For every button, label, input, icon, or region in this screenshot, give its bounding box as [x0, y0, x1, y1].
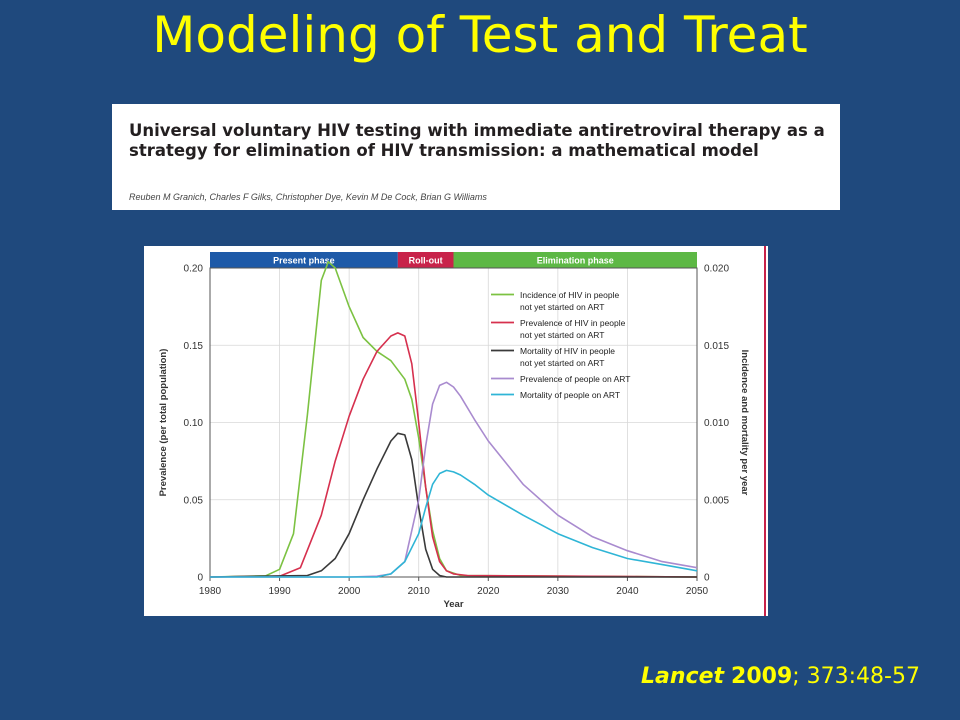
x-tick-label: 2040: [616, 586, 639, 597]
series-line-2: [209, 432, 697, 578]
slide-title: Modeling of Test and Treat: [152, 6, 808, 64]
legend-label-1: not yet started on ART: [520, 330, 604, 340]
x-tick-label: 2030: [547, 586, 570, 597]
y-left-tick-label: 0.10: [184, 418, 204, 429]
legend-label-3: Prevalence of people on ART: [520, 374, 630, 384]
citation-rest: ; 373:48-57: [792, 664, 920, 689]
y-left-tick-label: 0.20: [184, 264, 204, 275]
y-left-axis-label: Prevalence (per total population): [158, 349, 169, 497]
citation-journal: Lancet: [641, 664, 725, 689]
legend-label-0: Incidence of HIV in people: [520, 290, 620, 300]
x-tick-label: 2000: [338, 586, 361, 597]
y-right-tick-label: 0.005: [704, 495, 729, 506]
phase-label-1: Roll-out: [409, 256, 443, 266]
phase-label-2: Elimination phase: [537, 256, 614, 266]
y-left-tick-label: 0: [197, 573, 203, 584]
legend-label-2: Mortality of HIV in people: [520, 346, 615, 356]
x-tick-label: 2010: [408, 586, 431, 597]
phase-bar-1: [397, 252, 454, 268]
line-chart: Present phase Roll-out Elimination phase 19…: [158, 246, 766, 616]
chart-panel: Present phase Roll-out Elimination phase 19…: [144, 246, 768, 616]
citation: Lancet 2009; 373:48-57: [641, 664, 920, 689]
phase-label-0: Present phase: [273, 256, 335, 266]
y-right-tick-label: 0.010: [704, 418, 729, 429]
x-tick-label: 1990: [268, 586, 291, 597]
y-right-axis-label: Incidence and mortality per year: [739, 350, 750, 496]
y-left-tick-label: 0.15: [184, 341, 204, 352]
citation-year: 2009: [731, 664, 793, 689]
y-right-tick-label: 0.015: [704, 341, 729, 352]
legend-label-1: Prevalence of HIV in people: [520, 318, 626, 328]
series-line-1: [209, 332, 698, 578]
y-right-tick-label: 0: [704, 573, 710, 584]
y-left-tick-label: 0.05: [184, 495, 204, 506]
paper-header-image: Universal voluntary HIV testing with imm…: [112, 104, 840, 210]
x-tick-label: 1980: [199, 586, 222, 597]
phase-bar-2: [453, 252, 697, 268]
y-right-tick-label: 0.020: [704, 264, 729, 275]
legend-label-4: Mortality of people on ART: [520, 390, 620, 400]
x-tick-label: 2020: [477, 586, 500, 597]
series-line-0: [209, 261, 698, 578]
x-tick-label: 2050: [686, 586, 709, 597]
paper-authors: Reuben M Granich, Charles F Gilks, Chris…: [129, 192, 487, 202]
legend-label-0: not yet started on ART: [520, 302, 604, 312]
series-line-4: [210, 469, 698, 578]
legend-label-2: not yet started on ART: [520, 358, 604, 368]
x-axis-label: Year: [443, 599, 463, 610]
phase-bar-0: [210, 252, 398, 268]
series-line-3: [210, 381, 698, 578]
paper-title: Universal voluntary HIV testing with imm…: [129, 121, 825, 160]
